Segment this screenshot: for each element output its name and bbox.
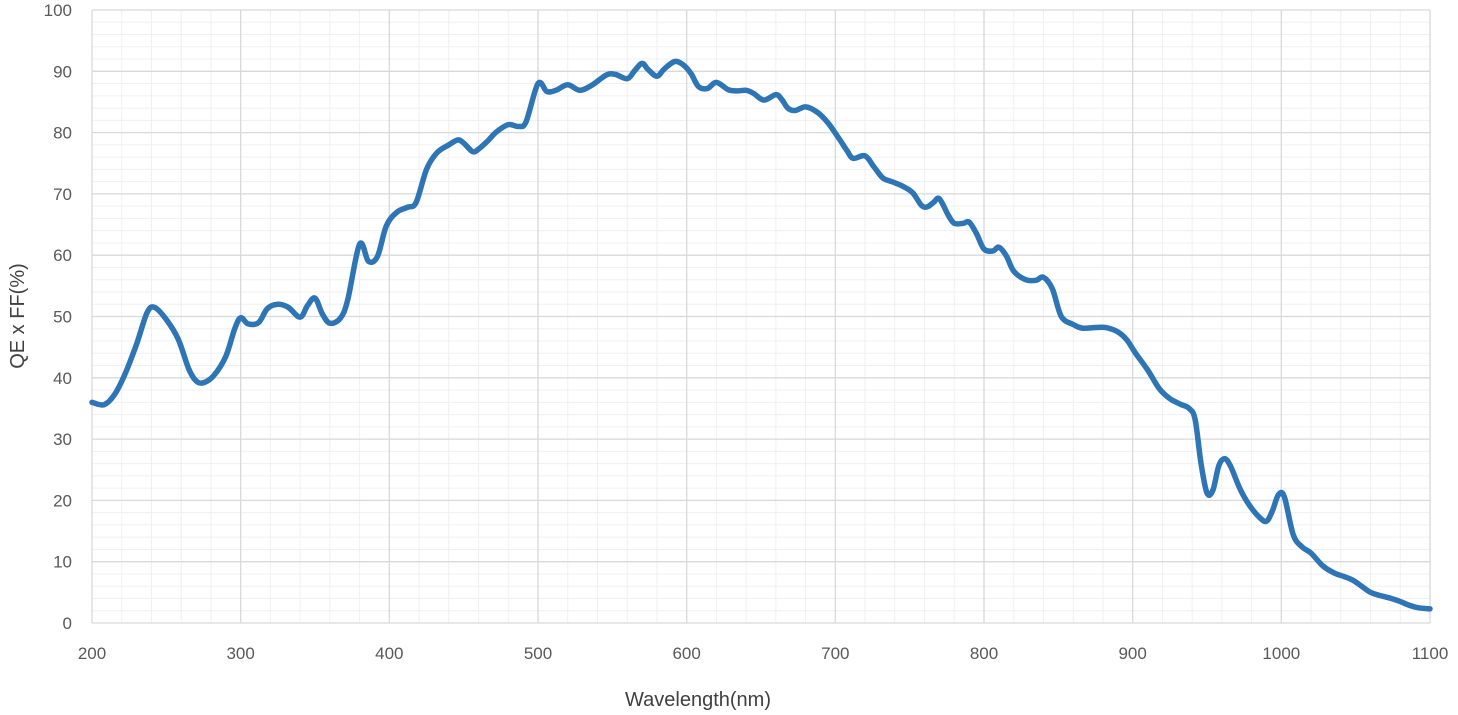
- y-tick-label: 10: [53, 553, 72, 572]
- y-tick-label: 30: [53, 430, 72, 449]
- y-tick-label: 100: [44, 1, 72, 20]
- y-axis-title: QE x FF(%): [7, 263, 29, 369]
- x-tick-label: 600: [672, 644, 700, 663]
- x-tick-label: 1000: [1262, 644, 1300, 663]
- y-axis-tick-labels: 0 10 20 30 40 50 60 70 80 90 100: [44, 1, 72, 633]
- y-tick-label: 70: [53, 185, 72, 204]
- x-axis-title: Wavelength(nm): [625, 689, 771, 711]
- y-tick-label: 80: [53, 124, 72, 143]
- x-tick-label: 1100: [1412, 644, 1449, 663]
- x-axis-tick-labels: 200 300 400 500 600 700 800 900 1000 1100: [78, 644, 1448, 663]
- major-gridlines: [91, 9, 1431, 624]
- y-tick-label: 0: [63, 614, 72, 633]
- y-tick-label: 50: [53, 308, 72, 327]
- x-tick-label: 700: [821, 644, 849, 663]
- y-tick-label: 40: [53, 369, 72, 388]
- x-tick-label: 800: [970, 644, 998, 663]
- y-tick-label: 60: [53, 246, 72, 265]
- x-tick-label: 500: [524, 644, 552, 663]
- y-tick-label: 20: [53, 491, 72, 510]
- y-tick-label: 90: [53, 62, 72, 81]
- x-tick-label: 200: [78, 644, 106, 663]
- x-tick-label: 900: [1118, 644, 1146, 663]
- x-tick-label: 300: [226, 644, 254, 663]
- qe-series-line: [89, 58, 1433, 612]
- x-tick-label: 400: [375, 644, 403, 663]
